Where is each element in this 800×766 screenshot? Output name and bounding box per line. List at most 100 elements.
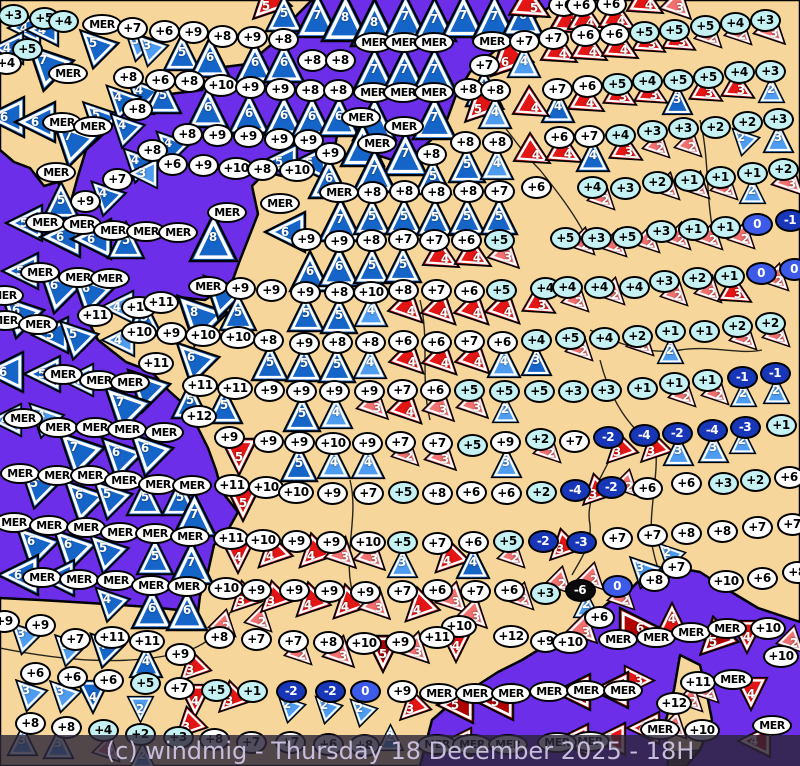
temperature-ellipse: +9 [283, 430, 315, 454]
temperature-ellipse: -2 [595, 475, 627, 499]
wind-arrow-icon [511, 84, 551, 118]
wind-arrow-icon [58, 319, 101, 362]
temperature-ellipse: +1 [736, 161, 768, 185]
temperature-ellipse: -2 [314, 679, 346, 703]
temperature-ellipse: +10 [552, 630, 588, 654]
sea-label: MER [73, 115, 113, 137]
temperature-ellipse: +9 [232, 124, 264, 148]
temperature-ellipse: +5 [485, 278, 517, 302]
wind-arrow-icon [477, 93, 513, 130]
temperature-ellipse: +10 [353, 280, 389, 304]
temperature-ellipse: +3 [707, 471, 739, 495]
sea-label: MER [93, 219, 133, 241]
temperature-ellipse: +6 [156, 152, 188, 176]
temperature-ellipse: +7 [459, 579, 491, 603]
temperature-ellipse: +11 [217, 376, 253, 400]
temperature-ellipse: +8 [449, 130, 481, 154]
temperature-ellipse: +8 [387, 278, 419, 302]
temperature-ellipse: +7 [386, 579, 418, 603]
temperature-ellipse: +2 [731, 110, 763, 134]
temperature-ellipse: +8 [136, 138, 168, 162]
wind-arrow-icon [125, 156, 158, 190]
sea-label: MER [341, 106, 381, 128]
temperature-ellipse: +9 [255, 278, 287, 302]
temperature-ellipse: -2 [275, 679, 307, 703]
temperature-ellipse: +3 [580, 226, 612, 250]
wind-arrow-icon [540, 87, 576, 124]
temperature-ellipse: +8 [670, 521, 702, 545]
temperature-ellipse: +10 [278, 480, 314, 504]
temperature-ellipse: +10 [763, 644, 799, 668]
sea-label: MER [167, 575, 207, 597]
temperature-ellipse: +7 [573, 124, 605, 148]
temperature-ellipse: +6 [565, 0, 597, 17]
temperature-ellipse: +9 [69, 189, 101, 213]
temperature-ellipse: +9 [253, 378, 285, 402]
temperature-ellipse: +8 [50, 715, 82, 739]
sea-label: MER [713, 668, 753, 690]
temperature-ellipse: +7 [508, 29, 540, 53]
sea-label: MER [0, 284, 24, 306]
temperature-ellipse: +5 [129, 671, 161, 695]
temperature-ellipse: +7 [240, 627, 272, 651]
sea-label: MER [59, 568, 99, 590]
sea-label: MER [70, 464, 110, 486]
wind-arrow-icon [187, 210, 239, 262]
temperature-ellipse: +4 [719, 11, 751, 35]
temperature-ellipse: +7 [101, 167, 133, 191]
temperature-ellipse: +4 [588, 326, 620, 350]
temperature-ellipse: -1 [726, 365, 758, 389]
temperature-ellipse: +9 [353, 379, 385, 403]
temperature-ellipse: +7 [453, 329, 485, 353]
temperature-ellipse: +8 [321, 330, 353, 354]
temperature-ellipse: +4 [576, 175, 608, 199]
temperature-ellipse: +9 [278, 578, 310, 602]
temperature-ellipse: +1 [654, 319, 686, 343]
wind-arrow-icon [490, 394, 520, 423]
temperature-ellipse: +1 [236, 679, 268, 703]
wind-arrow-icon [660, 82, 694, 115]
temperature-ellipse: +9 [351, 431, 383, 455]
temperature-ellipse: +8 [322, 78, 354, 102]
temperature-ellipse: +7 [776, 512, 800, 536]
temperature-ellipse: +3 [636, 119, 668, 143]
temperature-ellipse: -1 [774, 208, 800, 232]
temperature-ellipse: +6 [773, 465, 800, 489]
sea-label: MER [110, 371, 150, 393]
sea-label: MER [529, 680, 569, 702]
wind-arrow-icon [352, 343, 388, 380]
temperature-ellipse: +8 [121, 97, 153, 121]
temperature-ellipse: +11 [143, 290, 179, 314]
wind-arrow-icon [489, 445, 523, 478]
sea-label: MER [384, 115, 424, 137]
wind-arrow-icon [318, 393, 354, 430]
temperature-ellipse: +6 [486, 330, 518, 354]
sea-label: MER [188, 275, 228, 297]
temperature-ellipse: +8 [112, 65, 144, 89]
temperature-ellipse: +10 [315, 431, 351, 455]
wind-arrow-icon [383, 243, 423, 284]
temperature-ellipse: +6 [92, 668, 124, 692]
wind-arrow-icon [175, 341, 222, 388]
wind-triangle: 6 [170, 336, 222, 388]
temperature-ellipse: +6 [148, 19, 180, 43]
temperature-ellipse: +2 [681, 266, 713, 290]
temperature-ellipse: +5 [662, 68, 694, 92]
sea-label: MER [135, 522, 175, 544]
sea-label: MER [603, 679, 643, 701]
temperature-ellipse: +4 [583, 275, 615, 299]
temperature-ellipse: +1 [713, 264, 745, 288]
temperature-ellipse: +9 [290, 227, 322, 251]
temperature-ellipse: +8 [388, 179, 420, 203]
wind-arrow-icon [100, 436, 147, 483]
temperature-ellipse: +7 [537, 26, 569, 50]
temperature-ellipse: +7 [741, 515, 773, 539]
temperature-ellipse: +11 [213, 526, 249, 550]
temperature-ellipse: +9 [349, 580, 381, 604]
sea-label: MER [66, 516, 106, 538]
sea-label: MER [598, 628, 638, 650]
temperature-ellipse: +9 [264, 77, 296, 101]
caption-text: (c) windmig - Thursday 18 December 2025 … [105, 736, 695, 765]
temperature-ellipse: +1 [704, 165, 736, 189]
